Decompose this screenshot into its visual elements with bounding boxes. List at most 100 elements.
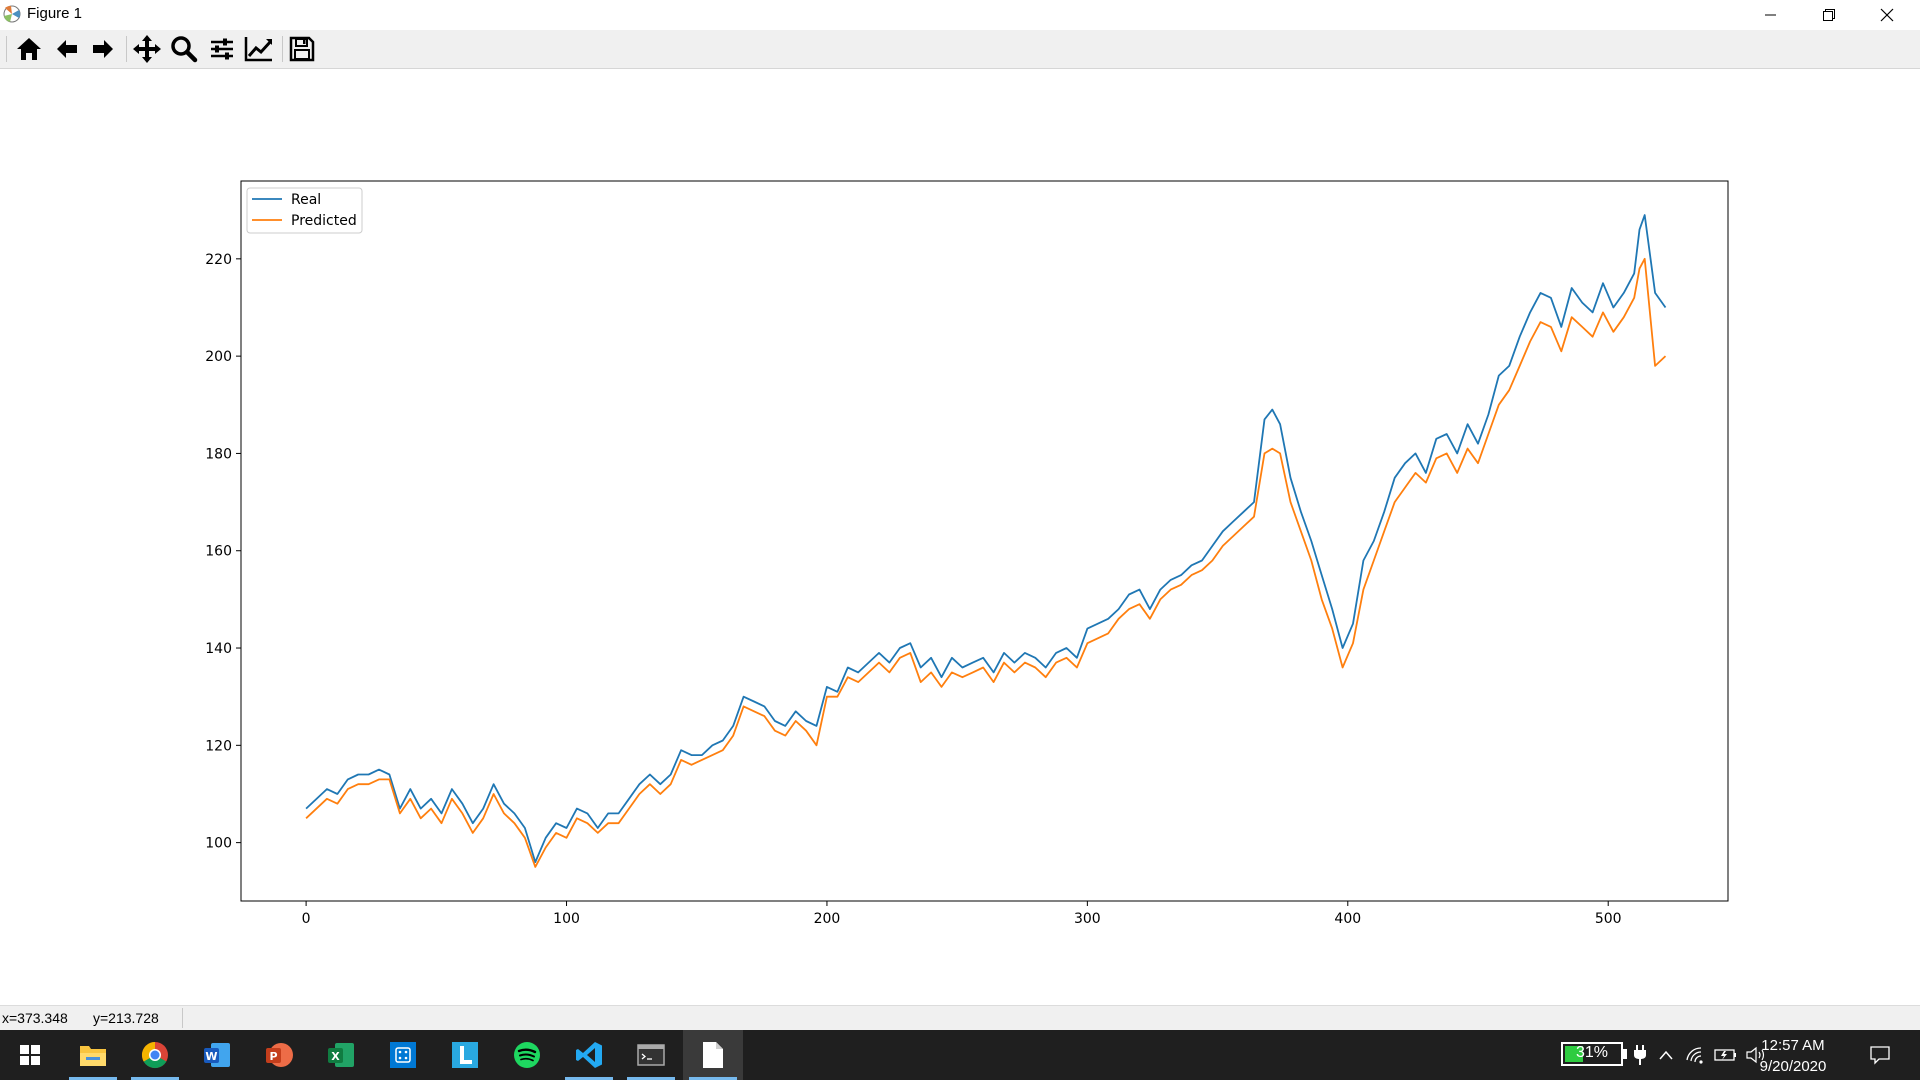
configure-subplots-button[interactable] [206, 33, 238, 65]
running-indicator [69, 1077, 117, 1080]
series-line-predicted [305, 257, 1667, 868]
cursor-y-readout: y=213.728 [93, 1010, 159, 1026]
tray-power-plug[interactable] [1630, 1030, 1650, 1080]
minimize-icon [1765, 14, 1776, 16]
clock-date: 9/20/2020 [1759, 1058, 1827, 1075]
taskbar-clock[interactable]: 12:57 AM 9/20/2020 [1738, 1035, 1848, 1077]
status-separator [182, 1008, 183, 1028]
legend-label-real: Real [291, 192, 321, 208]
tray-network[interactable] [1682, 1030, 1710, 1080]
action-center-button[interactable] [1860, 1030, 1900, 1080]
legend: Real Predicted [246, 187, 363, 234]
taskbar-document[interactable] [683, 1030, 743, 1080]
status-bar: x=373.348 y=213.728 [0, 1005, 1920, 1031]
back-button[interactable] [51, 33, 83, 65]
taskbar-word[interactable]: W [187, 1030, 247, 1080]
battery-charging-icon [1714, 1049, 1736, 1061]
taskbar-powerpoint[interactable]: P [249, 1030, 309, 1080]
pan-icon [133, 35, 161, 63]
tray-battery[interactable] [1712, 1030, 1740, 1080]
chevron-up-icon [1659, 1050, 1673, 1060]
cursor-x-readout: x=373.348 [2, 1010, 68, 1026]
toolbar-separator [282, 36, 283, 62]
svg-text:X: X [331, 1050, 340, 1063]
save-icon [289, 36, 315, 62]
save-button[interactable] [286, 33, 318, 65]
close-button[interactable] [1858, 0, 1916, 30]
y-tick-label: 140 [205, 641, 232, 657]
y-tick-label: 120 [205, 738, 232, 754]
y-tick-label: 180 [205, 446, 232, 462]
taskbar-launcher-l[interactable] [435, 1030, 495, 1080]
restore-icon [1823, 9, 1835, 21]
subplots-icon [211, 38, 233, 60]
taskbar-excel[interactable]: X [311, 1030, 371, 1080]
excel-icon: X [328, 1043, 354, 1067]
x-tick-label: 200 [814, 911, 841, 927]
minimize-button[interactable] [1742, 0, 1800, 30]
running-indicator [627, 1077, 675, 1080]
home-icon [17, 38, 41, 60]
terminal-icon [637, 1044, 665, 1066]
battery-tip [1623, 1049, 1627, 1059]
y-tick-label: 200 [205, 349, 232, 365]
speaker-icon [1746, 1046, 1765, 1064]
line-chart: 0 100 200 300 400 500 100 120 140 160 180 200 220 R… [205, 180, 1729, 927]
plot-area [241, 181, 1728, 901]
svg-text:W: W [205, 1050, 217, 1063]
tray-volume[interactable] [1742, 1030, 1770, 1080]
running-indicator [131, 1077, 179, 1080]
taskbar-chrome[interactable] [125, 1030, 185, 1080]
back-arrow-icon [57, 40, 77, 58]
x-tick-label: 100 [553, 911, 580, 927]
battery-outline [1561, 1042, 1623, 1066]
restore-button[interactable] [1800, 0, 1858, 30]
zoom-button[interactable] [168, 33, 200, 65]
legend-label-predicted: Predicted [291, 213, 357, 229]
calculator-app-icon [390, 1042, 416, 1068]
file-explorer-icon [80, 1046, 106, 1066]
notifications-icon [1870, 1046, 1890, 1065]
window-titlebar: Figure 1 [0, 0, 1920, 30]
figure-canvas[interactable]: 0 100 200 300 400 500 100 120 140 160 180 200 220 R… [0, 69, 1920, 1005]
pan-button[interactable] [131, 33, 163, 65]
x-tick-label: 500 [1595, 911, 1622, 927]
taskbar-terminal[interactable] [621, 1030, 681, 1080]
x-tick-label: 400 [1334, 911, 1361, 927]
vscode-icon [576, 1042, 602, 1068]
series-line-real [305, 214, 1667, 863]
edit-axis-button[interactable] [243, 33, 275, 65]
svg-text:P: P [269, 1050, 277, 1063]
taskbar-spotify[interactable] [497, 1030, 557, 1080]
word-icon: W [204, 1043, 230, 1067]
launcher-l-icon [452, 1042, 478, 1068]
window-title: Figure 1 [27, 5, 83, 22]
powerpoint-icon: P [266, 1043, 293, 1067]
windows-taskbar: W P X [0, 1030, 1920, 1080]
forward-arrow-icon [93, 40, 113, 58]
start-button[interactable] [0, 1030, 60, 1080]
battery-fill [1565, 1046, 1583, 1062]
close-icon [1880, 8, 1894, 22]
toolbar-separator [6, 36, 7, 62]
taskbar-vscode[interactable] [559, 1030, 619, 1080]
running-indicator [689, 1077, 737, 1080]
y-tick-label: 160 [205, 544, 232, 560]
document-icon [703, 1042, 723, 1068]
toolbar-separator [126, 36, 127, 62]
clock-time: 12:57 AM [1761, 1037, 1825, 1054]
tray-show-hidden[interactable] [1654, 1030, 1678, 1080]
edit-axis-icon [244, 37, 273, 62]
taskbar-calculator-app[interactable] [373, 1030, 433, 1080]
y-tick-label: 220 [205, 252, 232, 268]
taskbar-file-explorer[interactable] [63, 1030, 123, 1080]
zoom-icon [171, 36, 198, 63]
spotify-icon [514, 1042, 540, 1068]
x-tick-label: 300 [1074, 911, 1101, 927]
running-indicator [565, 1077, 613, 1080]
home-button[interactable] [13, 33, 45, 65]
wifi-icon [1686, 1047, 1703, 1064]
forward-button[interactable] [87, 33, 119, 65]
y-tick-label: 100 [205, 836, 232, 852]
matplotlib-logo-icon [2, 4, 22, 24]
